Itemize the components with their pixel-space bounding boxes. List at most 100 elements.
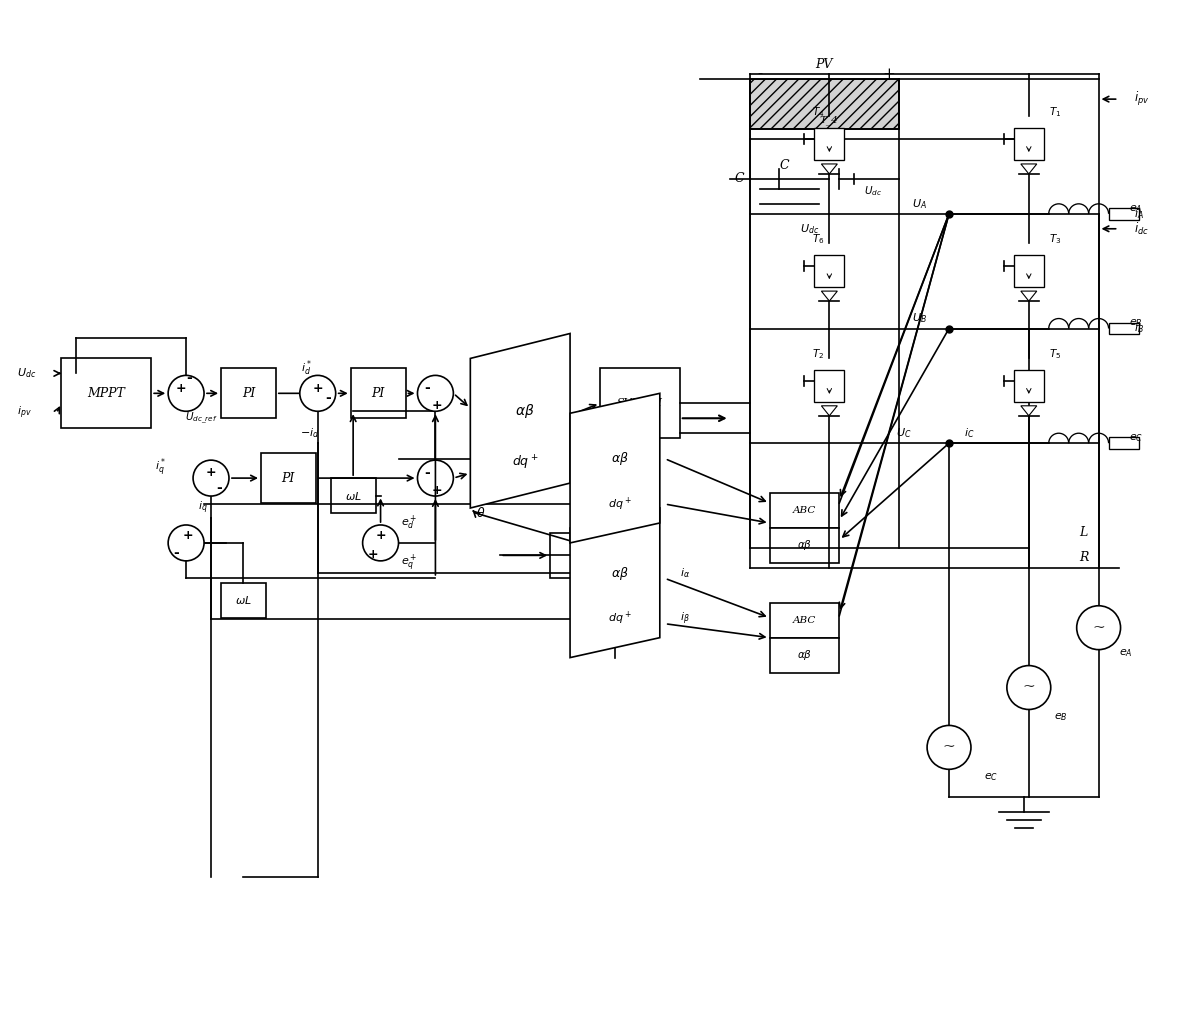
Circle shape [168, 525, 204, 561]
Text: L: L [1079, 526, 1088, 540]
Polygon shape [470, 333, 570, 508]
FancyBboxPatch shape [221, 368, 276, 418]
FancyBboxPatch shape [815, 255, 844, 287]
Text: $i_C$: $i_C$ [964, 427, 974, 440]
Text: -: - [216, 481, 222, 495]
Text: PI: PI [371, 387, 385, 400]
FancyBboxPatch shape [770, 493, 840, 528]
Text: $U_{dc}$: $U_{dc}$ [17, 366, 35, 380]
FancyBboxPatch shape [221, 583, 266, 618]
Text: C: C [779, 159, 789, 172]
FancyBboxPatch shape [261, 453, 315, 503]
Text: $i_{dc}$: $i_{dc}$ [1134, 221, 1148, 236]
FancyBboxPatch shape [770, 528, 840, 563]
Text: $U_{dc\_ref}$: $U_{dc\_ref}$ [184, 410, 217, 426]
Polygon shape [570, 508, 660, 658]
FancyBboxPatch shape [1013, 255, 1044, 287]
Text: $U_C$: $U_C$ [896, 427, 912, 440]
Text: $T_3$: $T_3$ [1049, 232, 1062, 246]
Text: $U_B$: $U_B$ [912, 311, 927, 326]
FancyBboxPatch shape [61, 359, 151, 429]
Polygon shape [821, 291, 837, 301]
FancyBboxPatch shape [331, 478, 376, 513]
Text: $e_A$: $e_A$ [1129, 203, 1142, 215]
Text: $\omega L$: $\omega L$ [345, 489, 361, 502]
Text: +: + [176, 381, 187, 395]
Text: $e_A$: $e_A$ [1118, 647, 1133, 659]
Text: +: + [376, 529, 386, 543]
Circle shape [193, 461, 229, 497]
Circle shape [363, 525, 398, 561]
Text: +: + [432, 399, 443, 412]
Text: $e_C$: $e_C$ [984, 771, 998, 783]
Text: $T_5$: $T_5$ [1049, 347, 1061, 361]
Text: $-i_d$: $-i_d$ [300, 427, 319, 440]
Text: +: + [883, 67, 895, 81]
Text: ~: ~ [1092, 621, 1105, 634]
Text: $i_d^*$: $i_d^*$ [301, 359, 312, 378]
Text: -: - [424, 381, 430, 396]
Text: $U_{dc}$: $U_{dc}$ [864, 184, 882, 197]
Text: ABC: ABC [792, 506, 816, 515]
Text: C: C [735, 173, 744, 185]
FancyBboxPatch shape [351, 368, 405, 418]
FancyBboxPatch shape [770, 602, 840, 637]
Circle shape [927, 726, 971, 769]
Text: $e_C$: $e_C$ [1129, 433, 1143, 444]
Polygon shape [1020, 406, 1037, 415]
FancyBboxPatch shape [1013, 370, 1044, 402]
Text: MPPT: MPPT [87, 387, 125, 400]
Text: $i_\beta$: $i_\beta$ [680, 611, 690, 627]
Text: -: - [757, 67, 762, 81]
Polygon shape [1020, 291, 1037, 301]
Text: $i_{pv}$: $i_{pv}$ [17, 405, 31, 421]
Text: ~: ~ [942, 740, 955, 755]
FancyBboxPatch shape [1109, 437, 1138, 449]
Polygon shape [1020, 163, 1037, 174]
FancyBboxPatch shape [1109, 208, 1138, 220]
FancyBboxPatch shape [770, 637, 840, 672]
Text: +: + [205, 466, 216, 479]
Text: $i_q$: $i_q$ [198, 500, 208, 516]
Text: $i_\alpha$: $i_\alpha$ [680, 566, 690, 580]
Text: $T_4$: $T_4$ [811, 105, 824, 119]
Text: $e_B$: $e_B$ [1129, 318, 1142, 329]
Text: $dq^+$: $dq^+$ [511, 454, 539, 472]
Text: $i_{pv}$: $i_{pv}$ [1134, 90, 1149, 108]
Text: $T_1$: $T_1$ [1049, 105, 1061, 119]
Text: +: + [367, 548, 378, 561]
Text: PV: PV [816, 58, 833, 71]
FancyBboxPatch shape [600, 368, 680, 438]
Text: $\alpha\beta$: $\alpha\beta$ [797, 539, 813, 552]
Text: $e_q^+$: $e_q^+$ [400, 552, 417, 574]
Circle shape [1007, 665, 1051, 709]
Text: SVPWM: SVPWM [616, 398, 663, 408]
FancyBboxPatch shape [815, 128, 844, 160]
Text: $e_d^+$: $e_d^+$ [400, 514, 417, 533]
Text: $dq^+$: $dq^+$ [608, 610, 632, 627]
Circle shape [417, 461, 454, 497]
Polygon shape [821, 406, 837, 415]
Text: PI: PI [242, 387, 255, 400]
Text: $\theta$: $\theta$ [476, 506, 485, 520]
Polygon shape [821, 163, 837, 174]
Text: ~: ~ [1023, 681, 1036, 695]
Text: $i_B$: $i_B$ [1134, 322, 1143, 335]
Text: -: - [174, 546, 180, 560]
Text: PLL: PLL [573, 549, 598, 562]
Circle shape [1077, 605, 1121, 650]
Text: $T_2$: $T_2$ [813, 347, 824, 361]
FancyBboxPatch shape [750, 79, 899, 130]
Circle shape [168, 375, 204, 411]
Text: $i_A$: $i_A$ [1134, 207, 1143, 221]
Text: $i_q^*$: $i_q^*$ [155, 457, 167, 479]
Text: $\alpha\beta$: $\alpha\beta$ [515, 402, 535, 419]
FancyBboxPatch shape [550, 533, 620, 578]
Text: $\alpha\beta$: $\alpha\beta$ [611, 450, 628, 467]
Text: $\alpha\beta$: $\alpha\beta$ [797, 648, 813, 662]
Text: -: - [424, 466, 430, 480]
Text: ABC: ABC [792, 616, 816, 625]
Text: +: + [183, 529, 194, 543]
Text: $\alpha\beta$: $\alpha\beta$ [611, 564, 628, 582]
Text: $\omega L$: $\omega L$ [235, 594, 252, 607]
